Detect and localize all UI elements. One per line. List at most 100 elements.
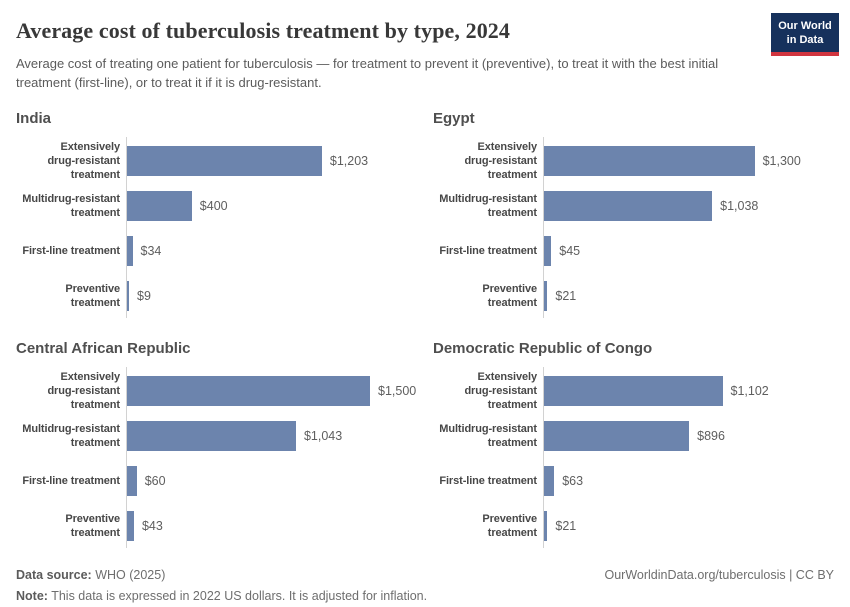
category-label: Multidrug-resistant treatment [22,422,120,449]
value-label: $1,038 [720,198,759,213]
category-label: Extensively drug-resistant treatment [47,370,120,411]
owid-logo-line1: Our World [778,20,832,32]
value-label: $21 [555,288,577,303]
data-source-label: Data source: [16,568,92,582]
axis-line [126,137,127,318]
bar-track: $60 [127,465,417,496]
value-label: $21 [555,518,577,533]
bar-track: $9 [127,280,417,311]
bar [127,420,296,451]
bar-row: Preventive treatment $9 [16,273,417,318]
note-label: Note: [16,589,48,603]
bar-track: $34 [127,235,417,266]
bar [127,375,370,406]
panel-plot: Extensively drug-resistant treatment $1,102… [433,367,834,548]
data-source-value: WHO (2025) [91,568,166,582]
value-label: $1,300 [762,153,801,168]
value-label: $1,102 [730,383,769,398]
data-source-line: Data source: WHO (2025) [16,565,427,586]
bar [544,280,548,311]
bar [544,235,552,266]
category-label: First-line treatment [439,244,537,257]
value-label: $1,500 [378,383,417,398]
bar-row: Preventive treatment $43 [16,503,417,548]
bar-track: $21 [544,280,834,311]
bar-row: Multidrug-resistant treatment $400 [16,183,417,228]
bar-row: Preventive treatment $21 [433,273,834,318]
bar-track: $45 [544,235,834,266]
footer: Data source: WHO (2025) Note: This data … [16,565,834,607]
bar-row: First-line treatment $63 [433,458,834,503]
bar-track: $43 [127,510,417,541]
value-label: $896 [697,428,725,443]
panel-title: Egypt [433,110,475,127]
category-label: Preventive treatment [65,512,120,539]
category-label: Extensively drug-resistant treatment [47,140,120,181]
panel-central-african-republic: Central African Republic Extensively drug… [16,340,417,548]
bar [127,510,134,541]
value-label: $9 [137,288,151,303]
category-label: First-line treatment [22,244,120,257]
bar-row: Extensively drug-resistant treatment $1,500 [16,368,417,413]
bar-row: First-line treatment $60 [16,458,417,503]
category-label: First-line treatment [439,474,537,487]
owid-logo-line2: in Data [786,34,824,46]
page-title: Average cost of tuberculosis treatment b… [16,18,511,43]
axis-line [543,137,544,318]
bar [544,190,713,221]
bar-track: $1,038 [544,190,834,221]
value-label: $63 [562,473,584,488]
bar-row: Extensively drug-resistant treatment $1,203 [16,138,417,183]
bar [127,235,133,266]
bar-track: $1,043 [127,420,417,451]
bar-track: $1,300 [544,145,834,176]
category-label: Multidrug-resistant treatment [439,192,537,219]
footer-left: Data source: WHO (2025) Note: This data … [16,565,427,607]
panel-plot: Extensively drug-resistant treatment $1,500… [16,367,417,548]
panel-title: Democratic Republic of Congo [433,340,653,357]
bar [127,190,192,221]
owid-logo: Our World in Data [771,13,839,56]
bar-track: $896 [544,420,834,451]
bar-row: Multidrug-resistant treatment $896 [433,413,834,458]
bar-track: $400 [127,190,417,221]
category-label: Multidrug-resistant treatment [439,422,537,449]
value-label: $34 [140,243,162,258]
category-label: Preventive treatment [482,512,537,539]
category-label: First-line treatment [22,474,120,487]
value-label: $45 [559,243,581,258]
bar [544,465,555,496]
category-label: Extensively drug-resistant treatment [464,140,537,181]
bar-row: Multidrug-resistant treatment $1,043 [16,413,417,458]
value-label: $1,043 [303,428,343,443]
bar [544,420,690,451]
category-label: Preventive treatment [482,282,537,309]
bar-row: First-line treatment $34 [16,228,417,273]
category-label: Preventive treatment [65,282,120,309]
bar [544,375,723,406]
bar [127,145,322,176]
bar [127,465,137,496]
axis-line [543,367,544,548]
attribution: OurWorldinData.org/tuberculosis | CC BY [604,568,835,582]
panel-egypt: Egypt Extensively drug-resistant treatment… [433,110,834,318]
value-label: $400 [199,198,228,213]
note-value: This data is expressed in 2022 US dollar… [47,589,428,603]
panels-grid: India Extensively drug-resistant treatment… [16,110,834,548]
bar-row: Multidrug-resistant treatment $1,038 [433,183,834,228]
panel-democratic-republic-of-congo: Democratic Republic of Congo Extensively… [433,340,834,548]
bar-track: $1,203 [127,145,417,176]
panel-title: Central African Republic [16,340,191,357]
panel-title: India [16,110,52,127]
bar-row: Extensively drug-resistant treatment $1,300 [433,138,834,183]
bar-track: $1,102 [544,375,834,406]
category-label: Extensively drug-resistant treatment [464,370,537,411]
bar-track: $63 [544,465,834,496]
value-label: $60 [144,473,166,488]
value-label: $43 [141,518,163,533]
category-label: Multidrug-resistant treatment [22,192,120,219]
bar [544,145,755,176]
panel-india: India Extensively drug-resistant treatment… [16,110,417,318]
panel-plot: Extensively drug-resistant treatment $1,203… [16,137,417,318]
